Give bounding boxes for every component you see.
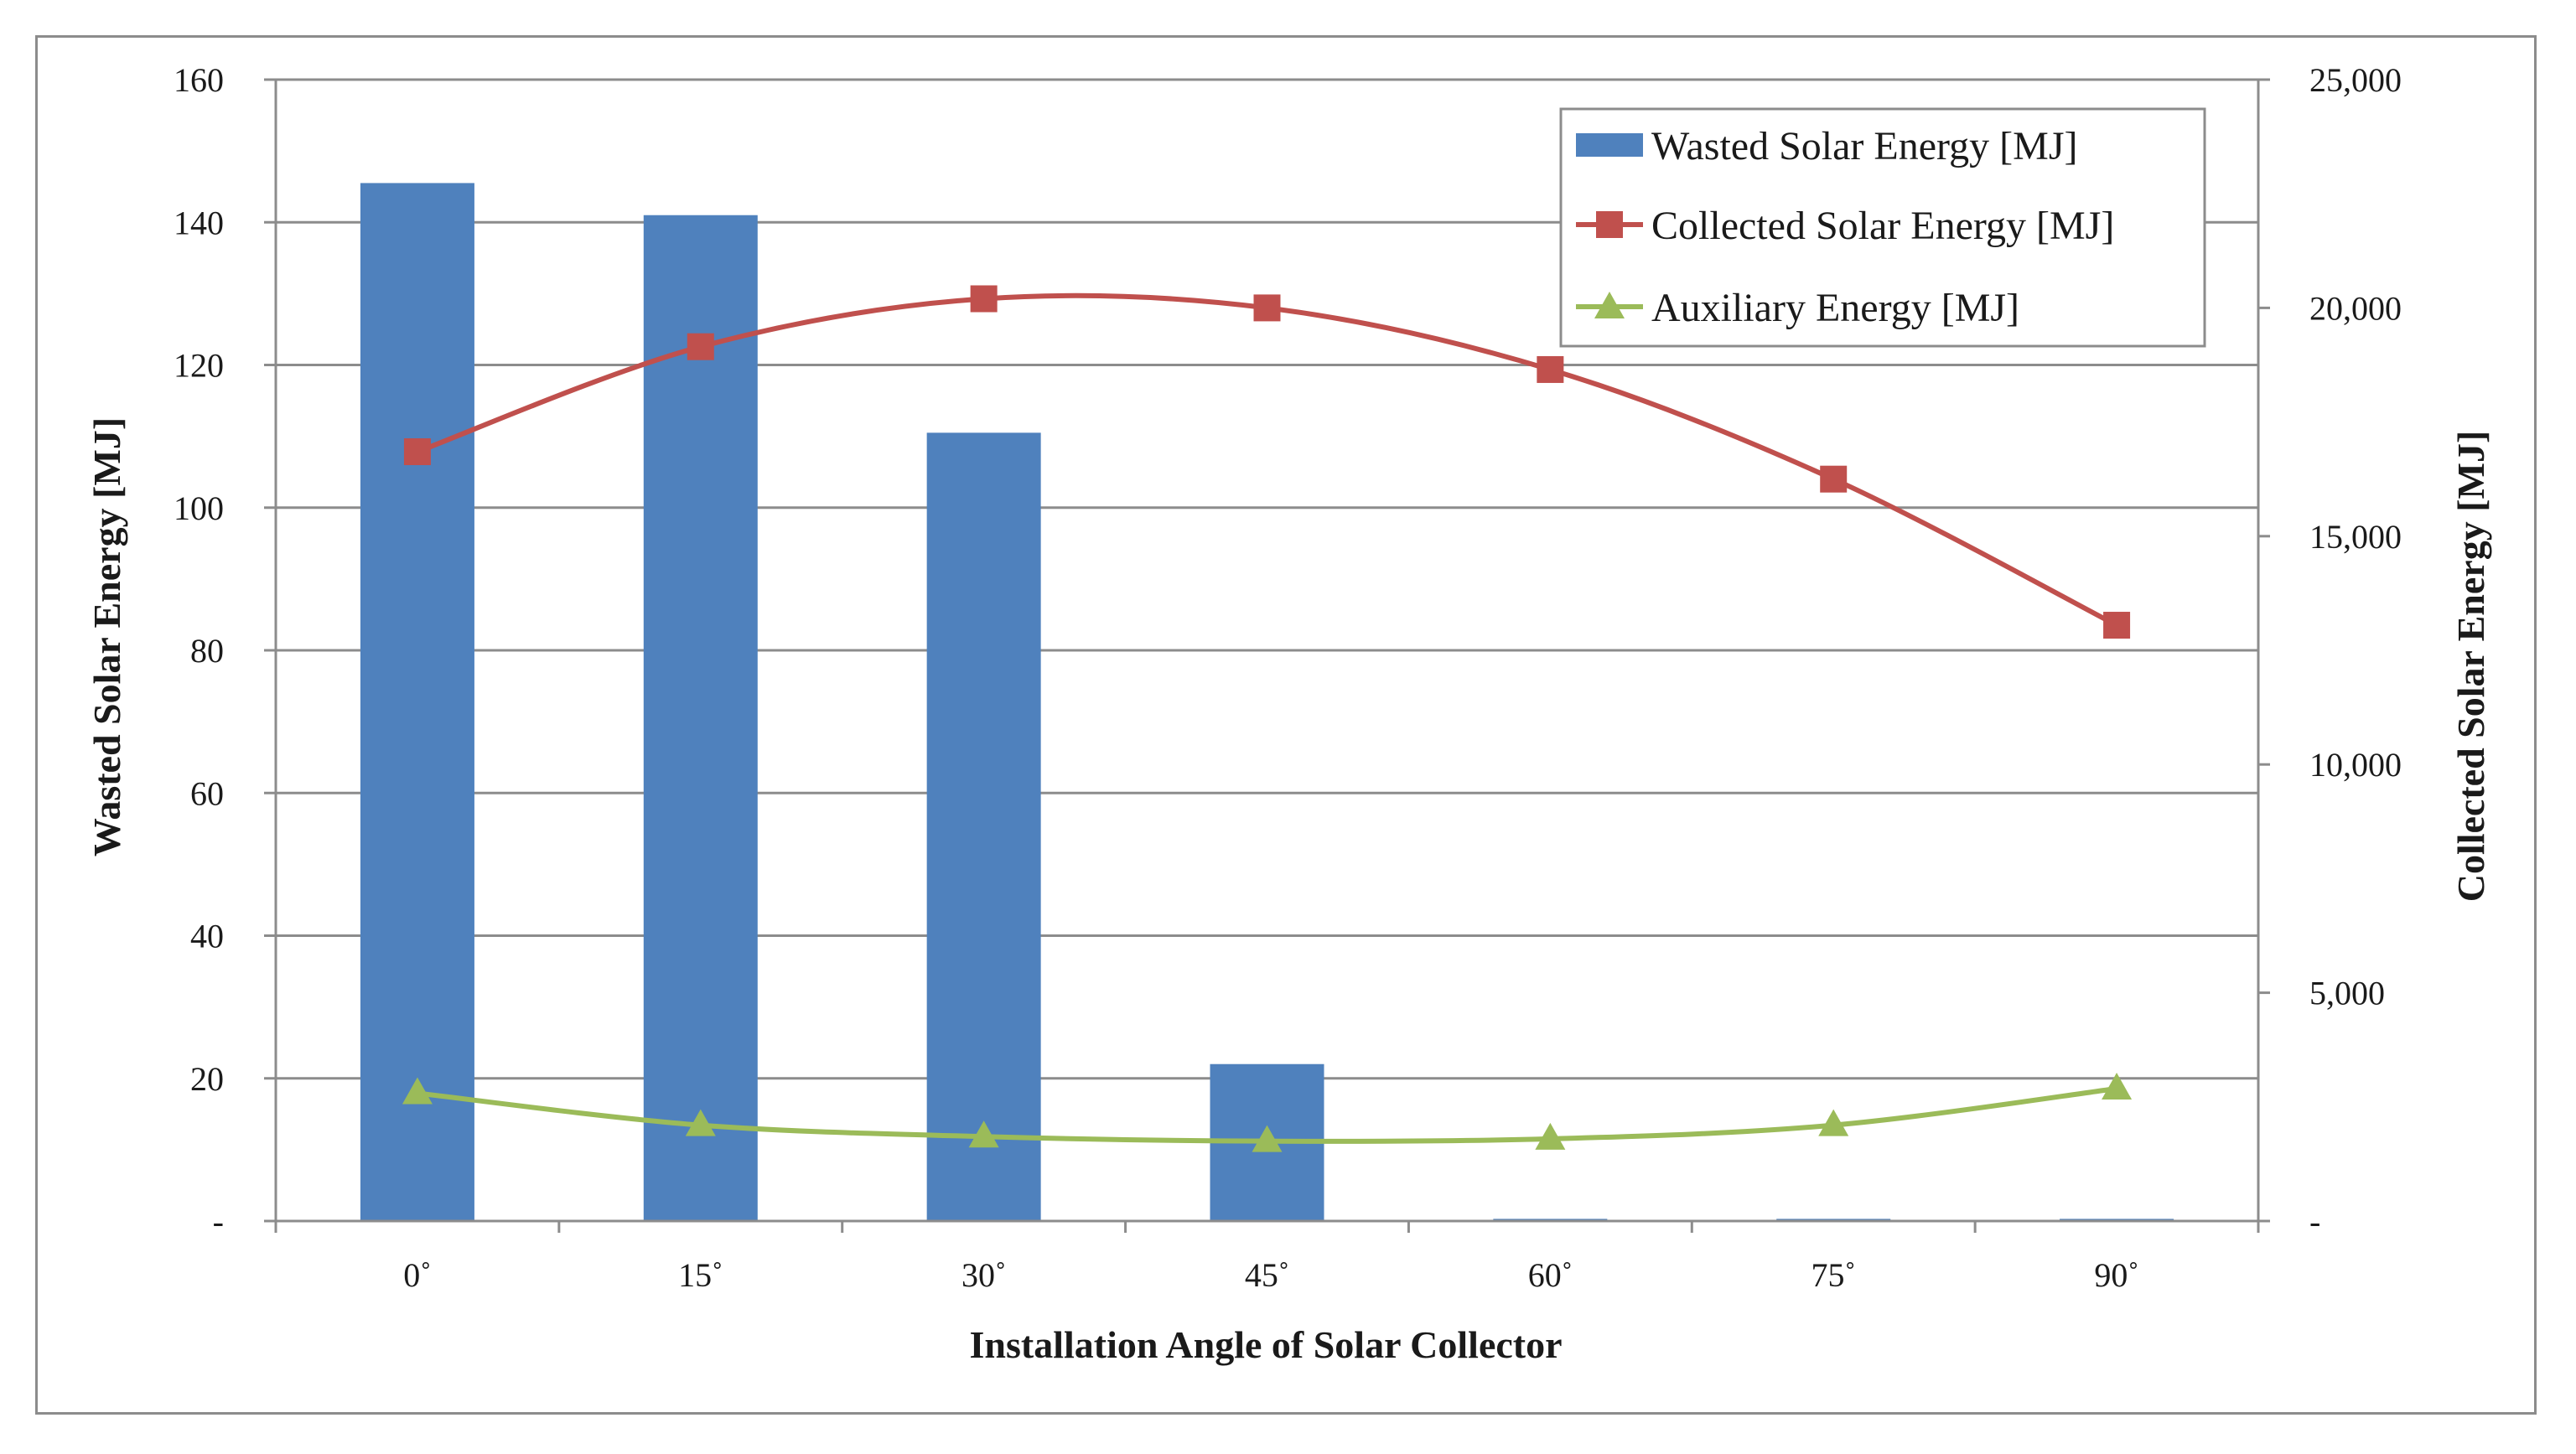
y-tick-label: 80 xyxy=(190,632,224,670)
auxiliary-energy-point xyxy=(2102,1073,2133,1100)
y-axis-title: Wasted Solar Energy [MJ] xyxy=(86,417,128,856)
collected-energy-point xyxy=(687,333,714,360)
y2-tick-label: 20,000 xyxy=(2309,289,2402,327)
wasted-energy-bar xyxy=(926,432,1041,1221)
y2-axis-title: Collected Solar Energy [MJ] xyxy=(2449,431,2492,903)
legend-wasted-swatch xyxy=(1576,133,1643,157)
auxiliary-energy-point xyxy=(402,1077,433,1105)
collected-energy-point xyxy=(1253,294,1281,322)
legend-wasted-label: Wasted Solar Energy [MJ] xyxy=(1651,124,2077,168)
collected-energy-point xyxy=(970,285,998,313)
legend-auxiliary-label: Auxiliary Energy [MJ] xyxy=(1651,286,2019,330)
legend-collected-marker xyxy=(1596,211,1623,238)
x-tick-label: 30˚ xyxy=(961,1256,1006,1294)
x-tick-label: 75˚ xyxy=(1811,1256,1856,1294)
auxiliary-energy-point xyxy=(685,1109,716,1136)
x-axis-title: Installation Angle of Solar Collector xyxy=(969,1323,1562,1366)
left-axis-ticks: - 20 40 60 80 100 120 140 160 xyxy=(174,61,276,1240)
auxiliary-energy-point xyxy=(968,1120,999,1148)
legend-auxiliary-marker xyxy=(1594,292,1625,318)
right-axis-ticks: - 5,000 10,000 15,000 20,000 25,000 xyxy=(2258,61,2402,1240)
collected-energy-point xyxy=(1537,355,1564,383)
legend-box xyxy=(1559,107,2206,348)
wasted-energy-bar xyxy=(643,215,758,1221)
x-axis-ticks: 0˚ 15˚ 30˚ 45˚ 60˚ 75˚ 90˚ xyxy=(403,1256,2138,1294)
x-tick-label: 60˚ xyxy=(1528,1256,1573,1294)
legend: Wasted Solar Energy [MJ] Collected Solar… xyxy=(1559,107,2206,348)
x-tick-label: 90˚ xyxy=(2094,1256,2138,1294)
y2-tick-label: 10,000 xyxy=(2309,746,2402,784)
legend-collected-label: Collected Solar Energy [MJ] xyxy=(1651,204,2114,248)
y2-tick-label: 25,000 xyxy=(2309,61,2402,99)
y-tick-label: 140 xyxy=(174,204,224,241)
y-tick-label: - xyxy=(213,1203,224,1240)
x-tick-label: 15˚ xyxy=(678,1256,723,1294)
x-tick-label: 0˚ xyxy=(403,1256,431,1294)
x-tick-label: 45˚ xyxy=(1245,1256,1289,1294)
y2-tick-label: - xyxy=(2309,1203,2320,1240)
y-tick-label: 100 xyxy=(174,489,224,527)
wasted-energy-bar xyxy=(360,183,474,1221)
y-tick-label: 160 xyxy=(174,61,224,99)
y-tick-label: 120 xyxy=(174,347,224,385)
y2-tick-label: 5,000 xyxy=(2309,975,2385,1012)
y2-tick-label: 15,000 xyxy=(2309,518,2402,556)
line-series xyxy=(402,285,2133,1152)
collected-energy-point xyxy=(1820,465,1848,493)
auxiliary-energy-point xyxy=(1818,1109,1849,1136)
collected-energy-point xyxy=(403,438,431,466)
auxiliary-energy-point xyxy=(1252,1125,1283,1152)
y-tick-label: 40 xyxy=(190,918,224,955)
y-tick-label: 20 xyxy=(190,1060,224,1098)
auxiliary-energy-point xyxy=(1535,1122,1566,1150)
collected-energy-point xyxy=(2103,612,2131,639)
y-tick-label: 60 xyxy=(190,774,224,812)
